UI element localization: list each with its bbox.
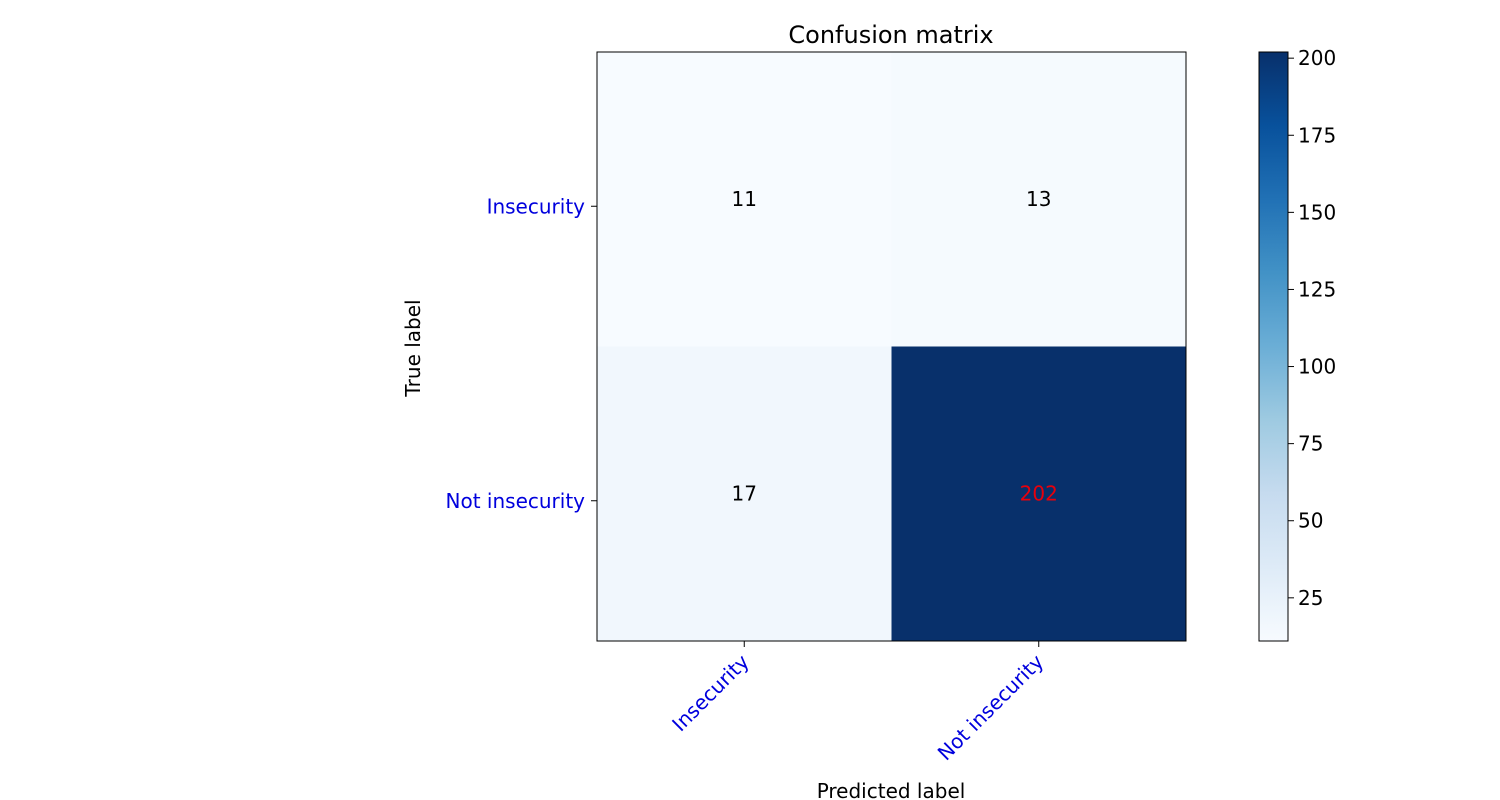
heatmap-cell	[891, 346, 1186, 641]
x-tick-label: Insecurity	[667, 649, 754, 736]
colorbar-tick-label: 175	[1298, 123, 1336, 147]
colorbar-tick-label: 200	[1298, 46, 1336, 70]
y-axis-label: True label	[401, 299, 425, 397]
colorbar-tick-label: 150	[1298, 200, 1336, 224]
plot-frame	[596, 51, 1187, 642]
heatmap-cell	[597, 52, 892, 347]
colorbar-tick-label: 75	[1298, 432, 1323, 456]
colorbar-tick-label: 125	[1298, 277, 1336, 301]
y-tick-label: Insecurity	[487, 194, 586, 218]
colorbar-ticks: 25 50 75 100 125 150 175 200	[1288, 46, 1336, 610]
cell-value-label: 11	[732, 187, 757, 211]
cell-value-label: 17	[732, 481, 757, 505]
heatmap-cells: 11 13 17 202	[597, 52, 1186, 641]
cell-value-label: 202	[1020, 481, 1058, 505]
colorbar	[1258, 51, 1289, 642]
y-tick-label: Not insecurity	[446, 489, 586, 513]
cell-value-label: 13	[1026, 187, 1051, 211]
chart-title: Confusion matrix	[788, 21, 993, 49]
heatmap-cell	[597, 346, 892, 641]
x-tick-label: Not insecurity	[933, 649, 1049, 765]
x-axis-label: Predicted label	[817, 779, 966, 800]
colorbar-tick-label: 25	[1298, 586, 1323, 610]
colorbar-tick-label: 50	[1298, 509, 1323, 533]
heatmap-cell	[891, 52, 1186, 347]
colorbar-tick-label: 100	[1298, 355, 1336, 379]
